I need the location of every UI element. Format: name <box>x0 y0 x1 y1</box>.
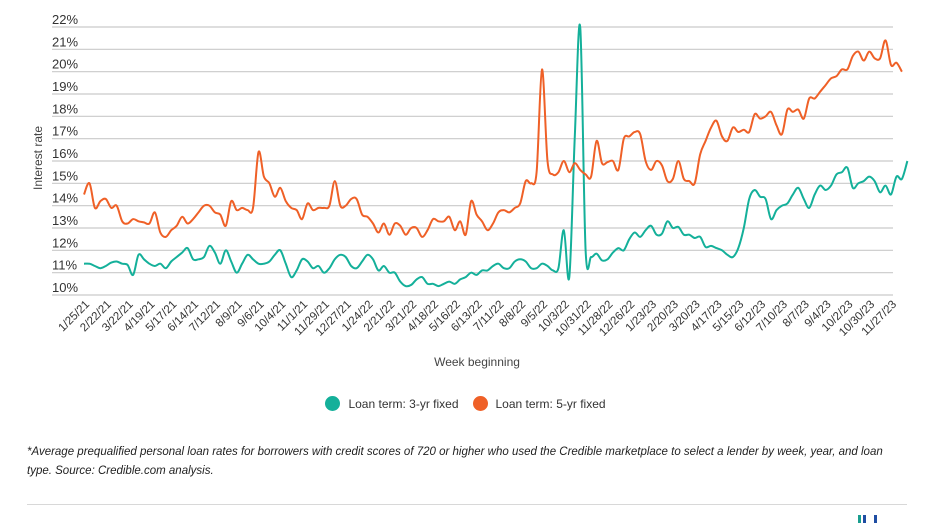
series-lines <box>83 23 909 288</box>
footnote: *Average prequalified personal loan rate… <box>27 446 883 477</box>
y-tick-label: 18% <box>52 101 78 116</box>
logo-bar <box>874 515 877 523</box>
y-tick-label: 11% <box>52 258 77 273</box>
y-tick-label: 10% <box>52 280 78 295</box>
line-chart: 10%11%12%13%14%15%16%17%18%19%20%21%22% … <box>31 12 909 369</box>
x-axis-ticks: 1/25/212/22/213/22/214/19/215/17/216/14/… <box>57 299 900 339</box>
series-line-5yr <box>83 39 903 238</box>
y-tick-label: 22% <box>52 12 78 27</box>
logo-bar <box>858 515 861 523</box>
gridlines <box>52 26 893 296</box>
series-line-3yr <box>83 23 909 288</box>
legend-item-3yr[interactable]: Loan term: 3-yr fixed <box>325 396 459 411</box>
x-axis-title: Week beginning <box>434 355 520 369</box>
y-tick-label: 15% <box>52 168 78 183</box>
divider <box>27 504 907 505</box>
legend-item-5yr[interactable]: Loan term: 5-yr fixed <box>472 396 606 411</box>
legend-swatch-3yr <box>325 396 341 411</box>
legend-label-5yr: Loan term: 5-yr fixed <box>495 396 606 411</box>
y-tick-label: 13% <box>52 213 78 228</box>
legend-swatch-5yr <box>472 396 488 411</box>
y-tick-label: 12% <box>52 235 78 250</box>
legend: Loan term: 3-yr fixed Loan term: 5-yr fi… <box>0 396 931 411</box>
y-axis-title: Interest rate <box>31 126 45 190</box>
logo-bar <box>863 515 866 523</box>
logo-gap <box>868 515 872 523</box>
y-tick-label: 17% <box>52 124 78 139</box>
y-axis-ticks: 10% 11% 12% 13% 14% 15% 16% 17% 18% 19% 20% 21% 22% <box>52 12 78 295</box>
legend-label-3yr: Loan term: 3-yr fixed <box>348 396 459 411</box>
y-tick-label: 16% <box>52 146 78 161</box>
y-tick-label: 14% <box>52 191 78 206</box>
y-tick-label: 20% <box>52 57 78 72</box>
brand-logo-icon <box>858 515 888 523</box>
y-tick-label: 21% <box>52 34 78 49</box>
y-tick-label: 19% <box>52 79 78 94</box>
